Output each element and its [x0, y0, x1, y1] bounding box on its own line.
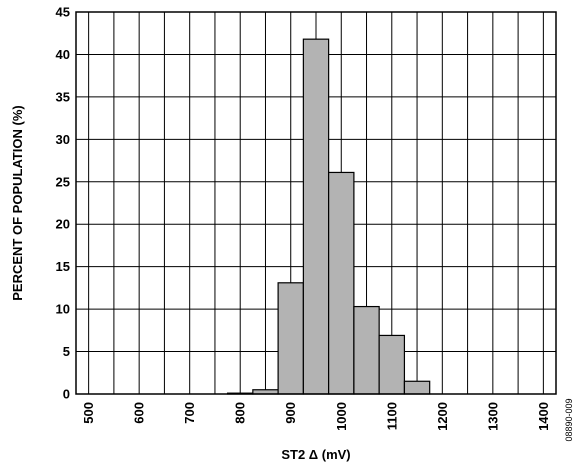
plot-frame — [75, 11, 557, 395]
y-tick-label: 45 — [56, 5, 70, 20]
x-axis-title: ST2 Δ (mV) — [281, 447, 350, 462]
x-axis-tick-labels: 500 600 700 800 900 1000 1100 1200 1300 1400 — [81, 402, 551, 431]
y-tick-label: 35 — [56, 89, 70, 104]
y-tick-label: 15 — [56, 259, 70, 274]
histogram-bar — [328, 171, 355, 395]
y-tick-label: 30 — [56, 132, 70, 147]
y-axis-tick-labels: 0 5 10 15 20 25 30 35 40 45 — [56, 5, 70, 402]
y-tick-label: 5 — [63, 344, 70, 359]
x-tick-label: 1200 — [435, 402, 450, 431]
y-tick-label: 10 — [56, 302, 70, 317]
y-tick-label: 0 — [63, 387, 70, 402]
histogram-bar — [277, 282, 304, 395]
x-tick-label: 500 — [81, 402, 96, 424]
x-tick-label: 1000 — [334, 402, 349, 431]
y-tick-label: 20 — [56, 217, 70, 232]
x-tick-label: 900 — [283, 402, 298, 424]
x-tick-label: 1100 — [384, 402, 399, 430]
y-tick-label: 40 — [56, 47, 70, 62]
x-tick-label: 1300 — [485, 402, 500, 431]
histogram-bars — [226, 38, 431, 395]
figure-id-label: 08890-009 — [564, 398, 574, 441]
histogram-bar — [378, 334, 406, 395]
histogram-bar — [302, 38, 330, 395]
x-tick-label: 700 — [182, 402, 197, 424]
histogram-bar — [353, 305, 380, 395]
histogram-bar — [403, 380, 431, 395]
y-axis-title: PERCENT OF POPULATION (%) — [10, 105, 25, 300]
x-tick-label: 600 — [132, 402, 147, 424]
x-tick-label: 1400 — [536, 402, 551, 431]
y-tick-label: 25 — [56, 174, 70, 189]
x-tick-label: 800 — [233, 402, 248, 424]
